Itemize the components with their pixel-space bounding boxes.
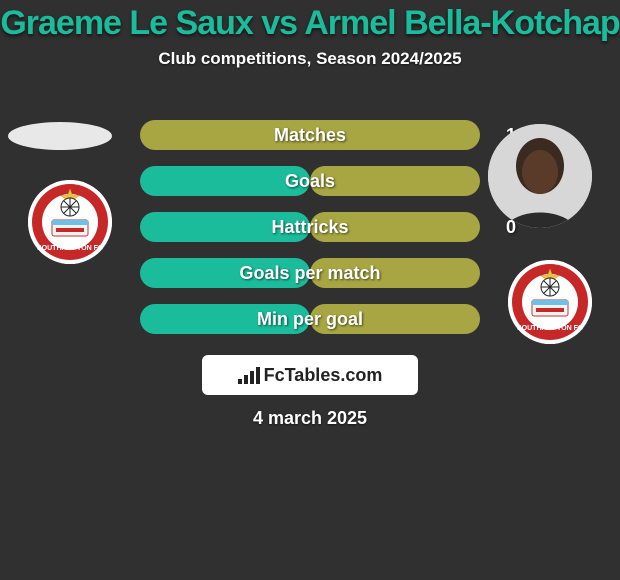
- club-crest-right: SOUTHAMPTON FC: [508, 260, 592, 344]
- club-crest-left: SOUTHAMPTON FC: [28, 180, 112, 264]
- stat-label: Goals per match: [140, 258, 480, 288]
- stat-row: Min per goal: [140, 304, 480, 334]
- watermark: FcTables.com: [202, 355, 418, 395]
- club-crest-icon: SOUTHAMPTON FC: [28, 180, 112, 264]
- stat-row: Goals per match: [140, 258, 480, 288]
- bars-icon: [238, 366, 260, 384]
- stat-row: Matches1: [140, 120, 480, 150]
- stat-row: Goals0: [140, 166, 480, 196]
- page-title: Graeme Le Saux vs Armel Bella-Kotchap: [0, 0, 620, 43]
- stat-label: Hattricks: [140, 212, 480, 242]
- stat-label: Min per goal: [140, 304, 480, 334]
- player-avatar-right: [488, 124, 592, 228]
- club-crest-icon: SOUTHAMPTON FC: [508, 260, 592, 344]
- stat-row: Hattricks0: [140, 212, 480, 242]
- date-text: 4 march 2025: [0, 408, 620, 429]
- watermark-text: FcTables.com: [264, 365, 383, 386]
- page-subtitle: Club competitions, Season 2024/2025: [0, 49, 620, 69]
- stat-label: Matches: [140, 120, 480, 150]
- player-avatar-left: [8, 122, 112, 150]
- svg-text:SOUTHAMPTON FC: SOUTHAMPTON FC: [37, 245, 103, 252]
- avatar-placeholder-icon: [488, 124, 592, 228]
- svg-text:SOUTHAMPTON FC: SOUTHAMPTON FC: [517, 325, 583, 332]
- stat-label: Goals: [140, 166, 480, 196]
